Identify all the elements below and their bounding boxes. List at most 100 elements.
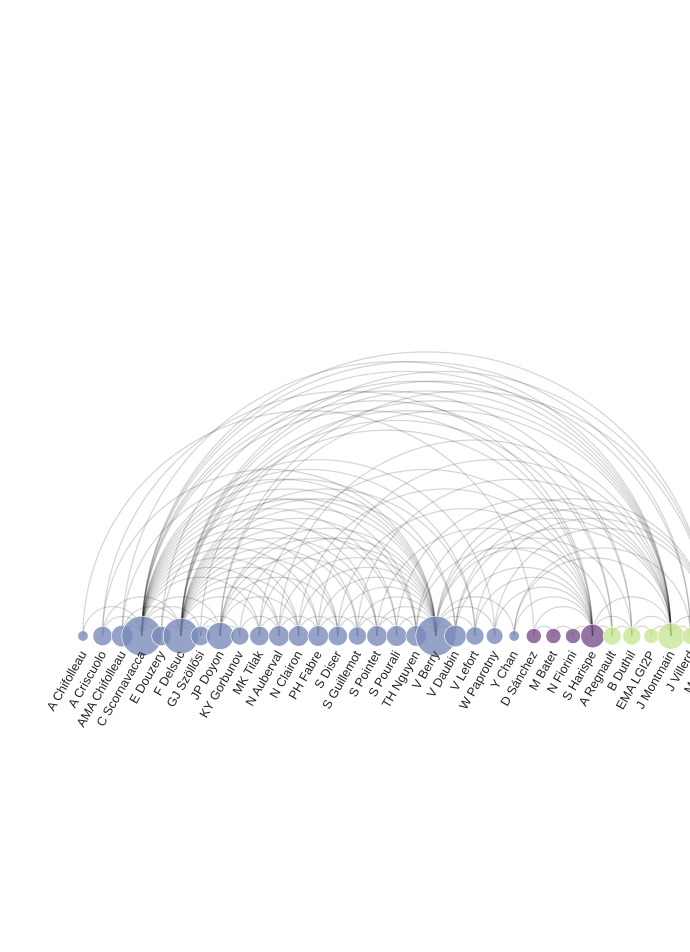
link-arc (180, 419, 613, 637)
link-arc (435, 537, 633, 637)
link-arc (101, 468, 437, 637)
link-arc (141, 517, 378, 637)
link-arc (141, 527, 359, 637)
link-arc (219, 576, 339, 637)
link-arc (454, 508, 690, 637)
link-arc (180, 380, 690, 637)
link-arc (395, 498, 672, 637)
author-node[interactable] (580, 623, 605, 649)
link-arc (121, 361, 672, 637)
link-arc (141, 351, 690, 637)
author-node[interactable] (249, 626, 270, 646)
link-arc (415, 508, 672, 637)
link-arc (493, 527, 690, 637)
link-arc (180, 429, 594, 637)
author-node[interactable] (622, 626, 642, 646)
author-node[interactable] (565, 628, 581, 644)
link-arc (435, 547, 613, 637)
link-arc (337, 508, 594, 637)
author-node[interactable] (526, 628, 542, 644)
link-arc (199, 400, 672, 637)
author-node[interactable] (206, 622, 235, 650)
link-arc (141, 508, 398, 637)
link-arc (141, 478, 457, 637)
link-arc (101, 390, 594, 637)
link-arc (337, 586, 437, 637)
link-arc (219, 556, 378, 637)
link-arc (219, 537, 417, 637)
link-arc (219, 390, 690, 637)
link-arc (219, 410, 672, 637)
arcs-layer (82, 351, 690, 637)
link-arc (474, 576, 594, 637)
link-arc (435, 498, 690, 637)
link-arc (317, 459, 672, 637)
author-node[interactable] (288, 625, 310, 647)
link-arc (180, 410, 633, 637)
author-node[interactable] (643, 628, 660, 644)
author-node[interactable] (268, 625, 290, 647)
link-arc (141, 547, 319, 637)
link-arc (454, 527, 672, 637)
link-arc (454, 566, 594, 637)
author-node[interactable] (657, 622, 685, 650)
link-arc (160, 498, 437, 637)
author-node[interactable] (602, 626, 622, 646)
link-arc (180, 566, 319, 637)
link-arc (141, 566, 280, 637)
author-node[interactable] (348, 626, 367, 646)
link-arc (141, 576, 261, 637)
author-node[interactable] (465, 626, 485, 646)
link-arc (591, 596, 672, 637)
link-arc (141, 468, 476, 637)
link-arc (141, 488, 437, 637)
author-node[interactable] (92, 626, 113, 646)
link-arc (278, 556, 437, 637)
link-arc (180, 370, 690, 637)
link-arc (180, 556, 339, 637)
link-arc (141, 556, 300, 637)
link-arc (297, 488, 594, 637)
link-arc (317, 576, 437, 637)
link-arc (297, 566, 437, 637)
author-node[interactable] (77, 630, 89, 642)
link-arc (141, 537, 339, 637)
link-arc (141, 361, 690, 637)
link-arc (435, 517, 672, 637)
link-arc (141, 498, 417, 637)
author-node[interactable] (230, 626, 250, 646)
link-arc (141, 410, 594, 637)
link-arc (180, 576, 300, 637)
link-arc (180, 527, 398, 637)
link-arc (356, 478, 672, 637)
author-node[interactable] (386, 625, 408, 647)
author-node[interactable] (444, 624, 467, 648)
author-node[interactable] (486, 627, 504, 645)
link-arc (180, 390, 672, 637)
author-node[interactable] (545, 628, 562, 644)
link-arc (219, 596, 300, 637)
link-arc (513, 556, 672, 637)
author-node[interactable] (366, 625, 388, 647)
link-arc (239, 537, 437, 637)
author-node[interactable] (682, 627, 690, 645)
link-arc (141, 459, 496, 637)
link-arc (258, 547, 437, 637)
nodes-layer (77, 615, 690, 657)
link-arc (258, 468, 594, 637)
link-arc (160, 380, 672, 637)
link-arc (180, 498, 457, 637)
link-arc (180, 508, 437, 637)
link-arc (415, 547, 594, 637)
link-arc (141, 370, 672, 637)
link-arc (121, 478, 437, 637)
link-arc (376, 527, 594, 637)
link-arc (219, 527, 437, 637)
author-node[interactable] (327, 626, 348, 646)
link-arc (180, 537, 378, 637)
author-node[interactable] (508, 630, 520, 642)
link-arc (180, 586, 280, 637)
author-node[interactable] (307, 625, 329, 647)
